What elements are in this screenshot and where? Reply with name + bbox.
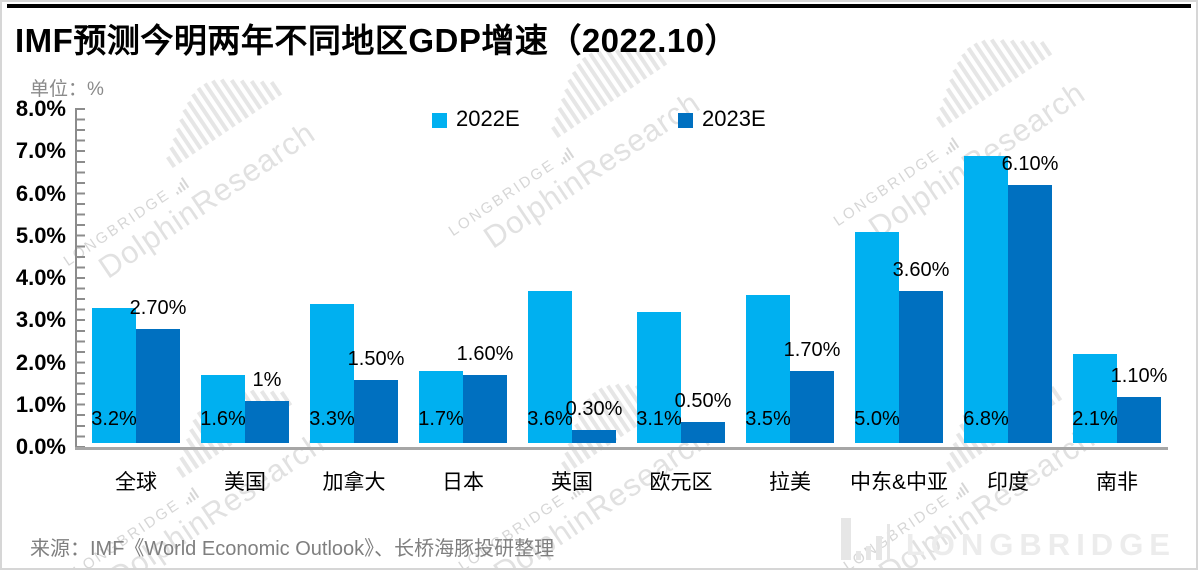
watermark-small-text: LONGBRIDGE xyxy=(831,135,961,230)
bar-2022e xyxy=(964,155,1008,443)
top-accent-rule xyxy=(7,4,1191,8)
legend-swatch-icon xyxy=(678,112,693,128)
bar-label-2023e: 0.50% xyxy=(674,389,732,412)
category-label: 拉美 xyxy=(769,471,811,494)
bar-2022e xyxy=(528,290,572,443)
bar-2022e xyxy=(855,231,899,443)
bar-label-2023e: 1.70% xyxy=(783,339,841,362)
bar-label-2023e: 0.30% xyxy=(565,398,623,421)
y-axis-line xyxy=(75,108,77,449)
y-axis-tick-label: 0.0% xyxy=(15,434,66,459)
y-axis-tick-marks xyxy=(77,108,85,447)
category-label: 美国 xyxy=(224,471,266,494)
bar-label-2023e: 3.60% xyxy=(892,258,950,281)
y-axis-tick-label: 8.0% xyxy=(15,96,66,121)
longbridge-bars-icon xyxy=(840,518,890,560)
y-axis-tick-label: 4.0% xyxy=(15,265,66,290)
category-label: 英国 xyxy=(551,471,593,494)
bar-label-2022e: 1.6% xyxy=(200,408,246,430)
category-label: 日本 xyxy=(442,471,484,494)
bar-2023e xyxy=(245,400,289,443)
bar-2023e xyxy=(136,328,180,443)
bar-label-2023e: 2.70% xyxy=(129,296,187,319)
bar-2022e xyxy=(746,295,790,443)
bar-2022e xyxy=(419,371,463,443)
chart-title: IMF预测今明两年不同地区GDP增速（2022.10） xyxy=(15,22,739,59)
bar-2022e xyxy=(92,307,136,443)
bar-2023e xyxy=(463,375,507,443)
bar-label-2022e: 3.3% xyxy=(309,408,355,430)
bar-label-2023e: 1% xyxy=(252,368,282,391)
watermark-mini-bars-icon xyxy=(556,147,575,166)
bar-label-2023e: 1.10% xyxy=(1110,364,1168,387)
category-label: 全球 xyxy=(115,471,157,494)
bar-2023e xyxy=(354,379,398,443)
bar-2022e xyxy=(1073,354,1117,443)
y-axis-tick-label: 6.0% xyxy=(15,180,66,206)
legend-item-2023e: 2023E xyxy=(678,106,766,132)
bar-2023e xyxy=(1117,396,1161,443)
unit-label: 单位：% xyxy=(30,79,104,100)
category-label: 印度 xyxy=(987,471,1029,494)
x-axis-line xyxy=(75,447,1168,450)
category-label: 中东&中亚 xyxy=(849,471,948,494)
bar-label-2023e: 6.10% xyxy=(1001,153,1059,176)
watermark-stripes-icon xyxy=(913,9,1053,129)
category-label: 欧元区 xyxy=(649,471,713,494)
bar-label-2022e: 6.8% xyxy=(963,408,1009,430)
legend-item-2022e: 2022E xyxy=(432,106,520,132)
watermark-large-text: DolphinResearch xyxy=(92,114,322,286)
category-label: 南非 xyxy=(1096,471,1138,494)
legend-swatch-icon xyxy=(432,112,447,128)
bar-2023e xyxy=(572,430,616,443)
bar-2022e xyxy=(201,375,245,443)
bar-label-2022e: 3.5% xyxy=(745,408,791,430)
y-axis-tick-label: 3.0% xyxy=(15,307,66,333)
watermark-mini-bars-icon xyxy=(941,137,960,156)
bar-label-2022e: 2.1% xyxy=(1072,408,1118,430)
longbridge-logo-text: LONGBRIDGE xyxy=(905,527,1176,562)
watermark-small-text: LONGBRIDGE xyxy=(446,145,576,240)
source-note: 来源：IMF《World Economic Outlook》、长桥海豚投研整理 xyxy=(30,538,555,560)
y-axis-tick-label: 7.0% xyxy=(15,138,66,164)
y-axis-tick-label: 5.0% xyxy=(15,222,66,248)
bar-2023e xyxy=(790,371,834,443)
bar-label-2023e: 1.50% xyxy=(347,347,405,370)
category-label: 加拿大 xyxy=(322,471,386,494)
watermark-mini-bars-icon xyxy=(171,177,190,196)
longbridge-logo: LONGBRIDGE xyxy=(840,518,1176,562)
bar-2023e xyxy=(899,290,943,443)
legend-label: 2023E xyxy=(702,106,766,131)
bar-label-2022e: 5.0% xyxy=(854,408,900,430)
bar-label-2023e: 1.60% xyxy=(456,343,514,366)
y-axis-tick-label: 1.0% xyxy=(15,391,66,417)
bar-2022e xyxy=(637,312,681,443)
bar-2022e xyxy=(310,303,354,443)
bar-label-2022e: 1.7% xyxy=(418,408,464,430)
bar-2023e xyxy=(1008,185,1052,443)
y-axis-tick-label: 2.0% xyxy=(15,349,66,375)
bar-label-2022e: 3.2% xyxy=(91,408,137,430)
legend-label: 2022E xyxy=(456,106,520,131)
watermark-stripes-icon xyxy=(143,49,283,169)
bar-label-2022e: 3.6% xyxy=(527,408,573,430)
bar-label-2022e: 3.1% xyxy=(636,408,682,430)
bar-2023e xyxy=(681,421,725,443)
